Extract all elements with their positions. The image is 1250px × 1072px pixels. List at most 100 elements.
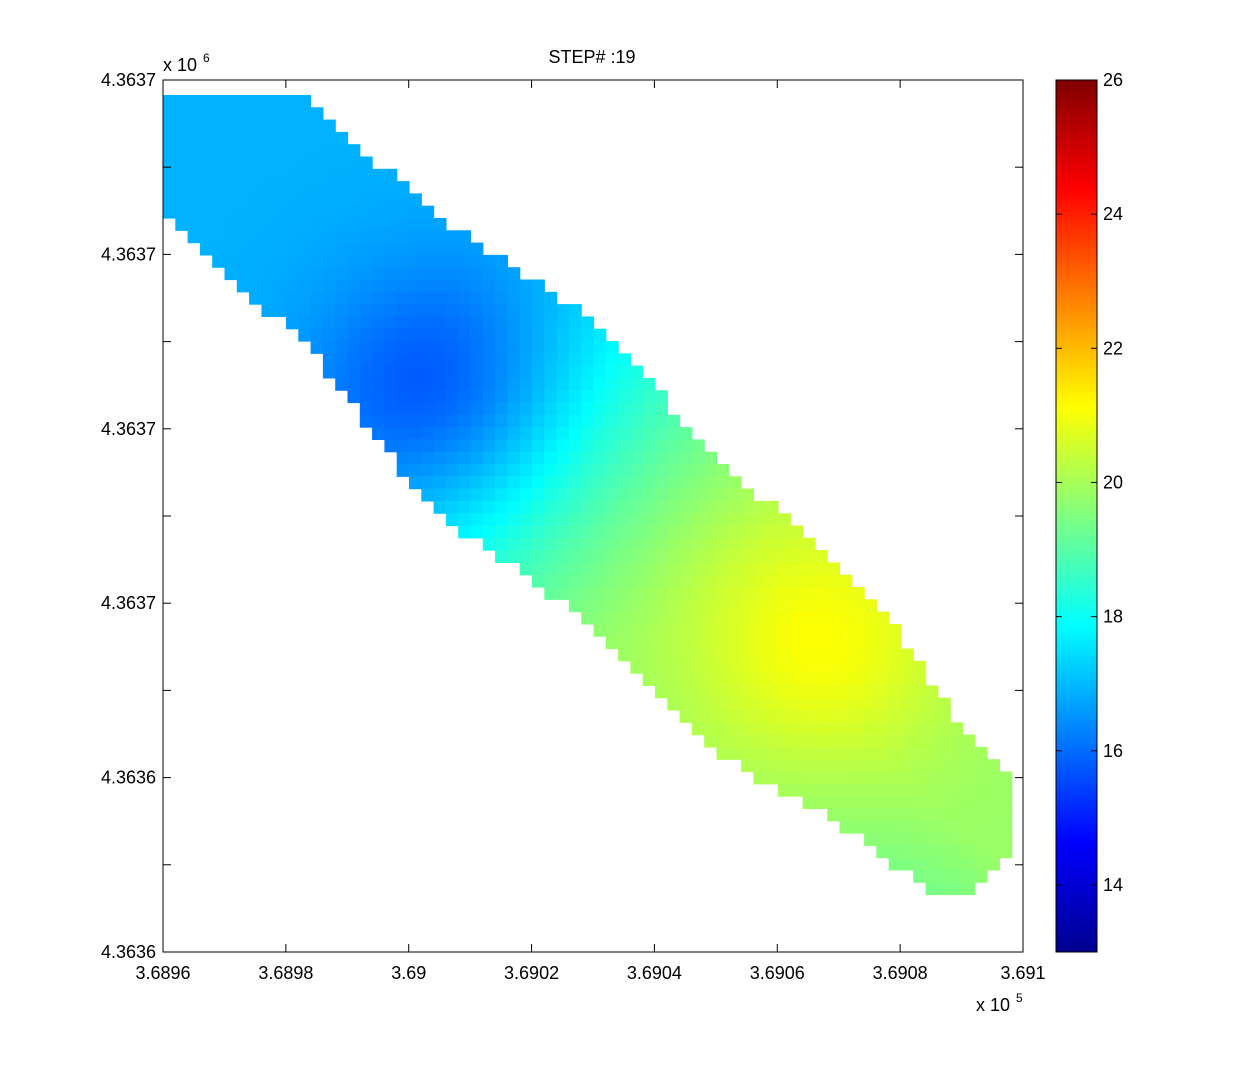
heatmap-cell (556, 500, 570, 514)
heatmap-cell (753, 685, 767, 699)
heatmap-cell (778, 673, 791, 686)
heatmap-cell (556, 365, 570, 379)
heatmap-cell (667, 611, 681, 625)
heatmap-cell (642, 636, 656, 650)
heatmap-cell (433, 279, 447, 293)
heatmap-cell (901, 857, 914, 871)
heatmap-cell (827, 759, 841, 773)
heatmap-cell (261, 168, 275, 182)
heatmap-cell (249, 291, 262, 305)
heatmap-cell (310, 328, 324, 342)
heatmap-cell (667, 427, 681, 440)
heatmap-cell (790, 660, 804, 674)
heatmap-cell (741, 513, 754, 527)
heatmap-cell (236, 242, 250, 256)
heatmap-cell (298, 279, 312, 293)
heatmap-cell (864, 710, 877, 723)
heatmap-cell (421, 377, 435, 391)
heatmap-cell (691, 525, 705, 539)
heatmap-cell (802, 759, 816, 773)
heatmap-cell (704, 537, 718, 551)
heatmap-cell (445, 500, 459, 514)
heatmap-cell (814, 697, 828, 711)
heatmap-cell (532, 476, 545, 490)
heatmap-cell (519, 525, 533, 539)
heatmap-cell (212, 119, 226, 133)
heatmap-cell (482, 267, 496, 281)
heatmap-cell (445, 242, 459, 256)
heatmap-cell (741, 673, 754, 686)
heatmap-cell (298, 181, 312, 194)
heatmap-cell (372, 402, 385, 416)
heatmap-cell (236, 95, 250, 108)
heatmap-cell (261, 254, 275, 268)
heatmap-cell (458, 439, 472, 453)
heatmap-cell (864, 833, 877, 846)
heatmap-cell (298, 193, 312, 207)
heatmap-cell (728, 587, 742, 600)
heatmap-cell (704, 685, 718, 699)
heatmap-cell (864, 783, 877, 797)
heatmap-cell (679, 513, 693, 527)
heatmap-cell (974, 796, 988, 809)
heatmap-cell (335, 193, 349, 207)
heatmap-cell (396, 402, 410, 416)
heatmap-cell (556, 550, 570, 563)
heatmap-cell (421, 254, 435, 268)
heatmap-cell (888, 710, 902, 723)
heatmap-cell (642, 390, 656, 404)
heatmap-cell (790, 587, 804, 600)
heatmap-cell (556, 562, 570, 576)
heatmap-cell (618, 623, 631, 637)
heatmap-cell (532, 341, 545, 354)
heatmap-cell (470, 390, 484, 404)
heatmap-cell (802, 636, 816, 650)
heatmap-cell (532, 328, 545, 342)
heatmap-cell (581, 488, 595, 502)
heatmap-cell (778, 710, 791, 723)
heatmap-cell (556, 427, 570, 440)
heatmap-cell (937, 833, 951, 846)
heatmap-cell (765, 734, 779, 748)
heatmap-cell (704, 710, 718, 723)
heatmap-cell (495, 291, 508, 305)
heatmap-cell (618, 451, 631, 465)
heatmap-cell (544, 414, 558, 428)
heatmap-cell (568, 427, 582, 440)
heatmap-cell (691, 623, 705, 637)
heatmap-cell (593, 525, 607, 539)
heatmap-cell (642, 550, 656, 563)
heatmap-cell (667, 685, 681, 699)
heatmap-cell (322, 242, 336, 256)
heatmap-cell (691, 439, 705, 453)
heatmap-cell (999, 808, 1013, 822)
heatmap-cell (433, 414, 447, 428)
heatmap-cell (286, 131, 299, 145)
heatmap-cell (519, 353, 533, 367)
heatmap-cell (532, 377, 545, 391)
heatmap-cell (741, 587, 754, 600)
heatmap-cell (790, 611, 804, 625)
heatmap-cell (925, 685, 939, 699)
heatmap-cell (802, 562, 816, 576)
heatmap-cell (778, 648, 791, 662)
heatmap-cell (765, 537, 779, 551)
heatmap-cell (581, 402, 595, 416)
heatmap-cell (433, 377, 447, 391)
heatmap-cell (236, 131, 250, 145)
heatmap-cell (962, 845, 976, 859)
heatmap-cell (163, 181, 176, 194)
colorbar-tick-label: 22 (1103, 338, 1123, 358)
heatmap-cell (384, 181, 398, 194)
heatmap-cell (630, 427, 644, 440)
heatmap-cell (236, 279, 250, 293)
heatmap-cell (864, 808, 877, 822)
heatmap-cell (913, 845, 927, 859)
heatmap-cell (199, 168, 213, 182)
heatmap-cell (864, 611, 877, 625)
heatmap-cell (384, 291, 398, 305)
heatmap-cell (962, 771, 976, 785)
heatmap-cell (827, 697, 841, 711)
heatmap-cell (507, 402, 521, 416)
heatmap-cell (421, 328, 435, 342)
